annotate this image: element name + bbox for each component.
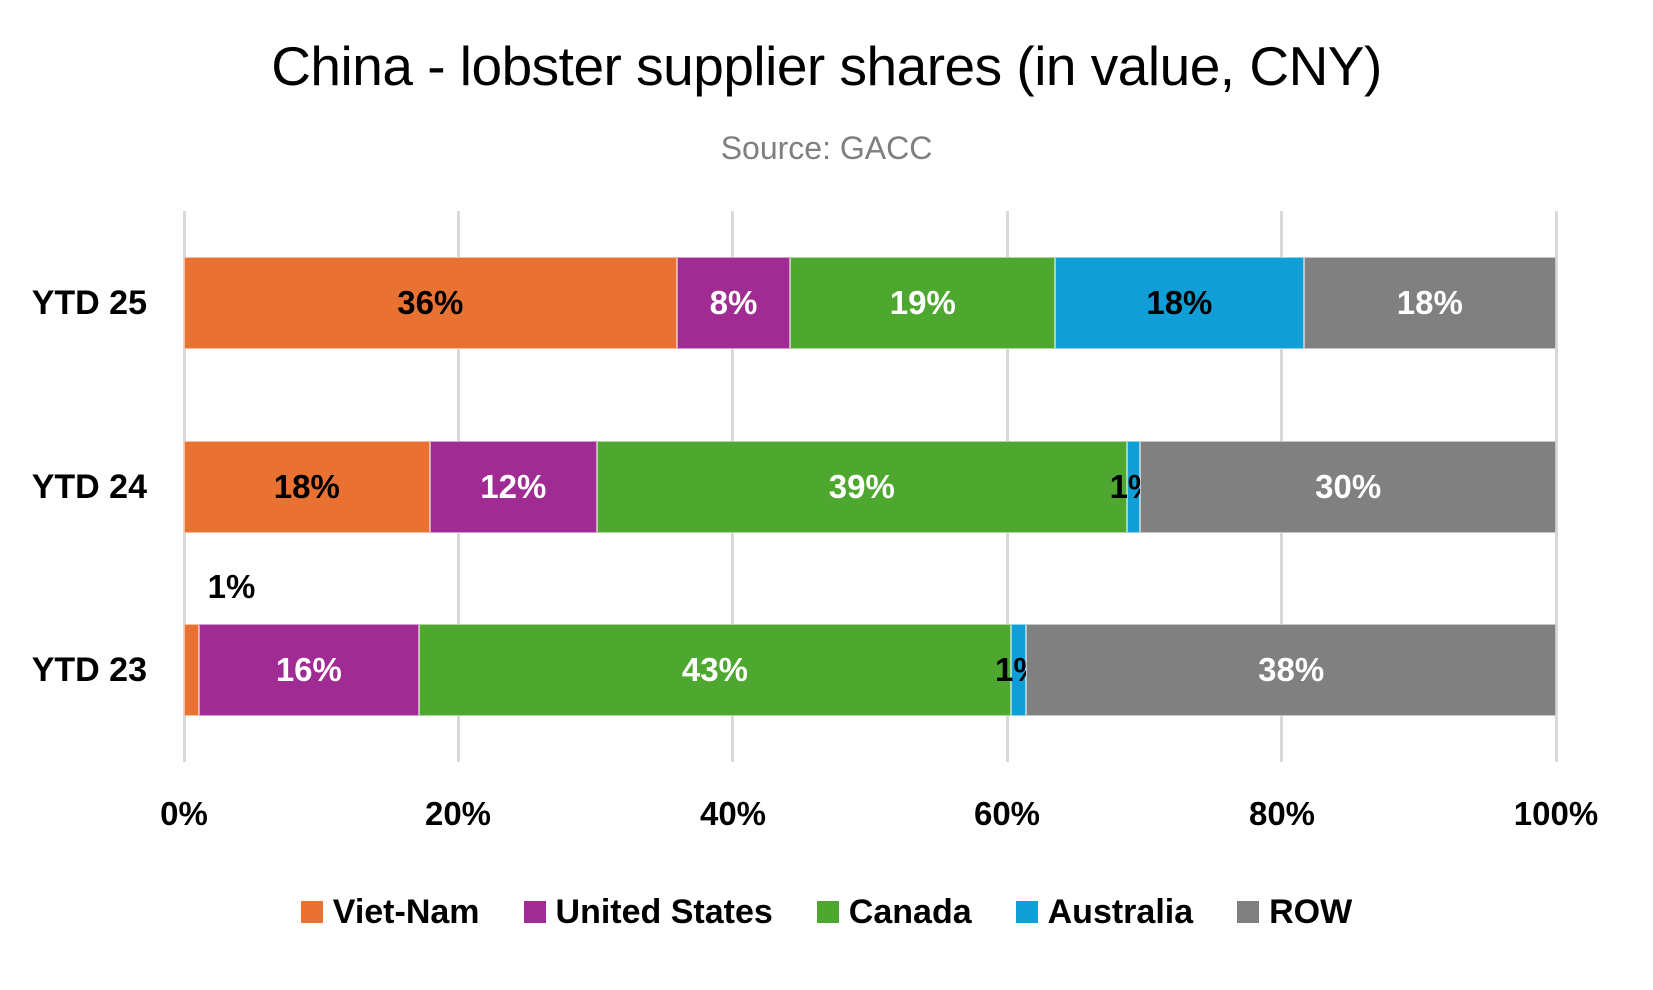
bar-segment-row [1026, 624, 1556, 716]
data-label: 1% [207, 568, 256, 605]
legend-swatch-icon [300, 901, 323, 923]
legend: Viet-Nam United States Canada Australia … [0, 892, 1653, 932]
bar-segment-australia [1126, 441, 1141, 533]
legend-item-australia[interactable]: Australia [1015, 892, 1194, 932]
bar-ytd25: 36% 8% 19% 18% 18% [184, 257, 1556, 349]
legend-swatch-icon [816, 901, 839, 923]
legend-label: ROW [1269, 893, 1353, 931]
chart-title: China - lobster supplier shares (in valu… [271, 35, 1382, 97]
legend-item-row[interactable]: ROW [1237, 892, 1352, 932]
data-label: 38% [1258, 651, 1325, 688]
y-axis-label-ytd23: YTD 23 [31, 651, 147, 689]
bar-segment-row [1303, 257, 1556, 349]
legend-label: Australia [1047, 893, 1194, 931]
bar-segment-australia [1055, 257, 1304, 349]
legend-swatch-icon [523, 901, 546, 923]
data-label: 18% [1146, 284, 1213, 321]
legend-label: Viet-Nam [332, 893, 480, 931]
bar-ytd24: 18% 12% 39% 1% 30% [184, 441, 1556, 533]
bar-segment-united-states [429, 441, 597, 533]
bar-segment-row [1140, 441, 1556, 533]
data-label: 8% [709, 284, 758, 321]
legend-label: Canada [848, 893, 972, 931]
data-label: 39% [828, 468, 895, 505]
legend-item-viet-nam[interactable]: Viet-Nam [300, 892, 480, 932]
bar-segment-united-states [676, 257, 791, 349]
bar-segment-united-states [199, 624, 419, 716]
gridline-100 [1554, 211, 1558, 762]
y-axis-label-ytd24: YTD 24 [31, 468, 147, 506]
data-label: 18% [1396, 284, 1463, 321]
bar-segment-viet-nam [184, 624, 200, 716]
legend-item-canada[interactable]: Canada [816, 892, 972, 932]
bar-ytd23: 1% 16% 43% 1% 38% [184, 568, 1556, 716]
data-label: 18% [273, 468, 340, 505]
chart-subtitle: Source: GACC [720, 130, 933, 166]
legend-swatch-icon [1237, 901, 1260, 923]
legend-item-united-states[interactable]: United States [523, 892, 773, 932]
bar-segment-canada [790, 257, 1056, 349]
legend-label: United States [555, 893, 773, 931]
x-axis-label-40: 40% [699, 795, 767, 832]
x-axis-label-20: 20% [424, 795, 492, 832]
x-axis-label-0: 0% [160, 795, 208, 832]
x-axis-label-60: 60% [973, 795, 1041, 832]
data-label: 19% [889, 284, 956, 321]
data-label: 12% [480, 468, 547, 505]
bar-segment-viet-nam [184, 441, 430, 533]
bar-segment-canada [596, 441, 1127, 533]
data-label: 36% [397, 284, 464, 321]
data-label: 43% [681, 651, 748, 688]
x-axis-label-100: 100% [1513, 795, 1599, 832]
legend-swatch-icon [1015, 901, 1038, 923]
plot-area: 36% 8% 19% 18% 18% 18% 12% 39% 1% 30% 1% 16% 43% 1%… [182, 211, 1558, 762]
data-label: 16% [275, 651, 342, 688]
bar-segment-viet-nam [184, 257, 677, 349]
y-axis-label-ytd25: YTD 25 [31, 284, 147, 322]
bar-segment-australia [1011, 624, 1027, 716]
x-axis-label-80: 80% [1248, 795, 1316, 832]
data-label: 30% [1315, 468, 1382, 505]
bar-segment-canada [418, 624, 1012, 716]
